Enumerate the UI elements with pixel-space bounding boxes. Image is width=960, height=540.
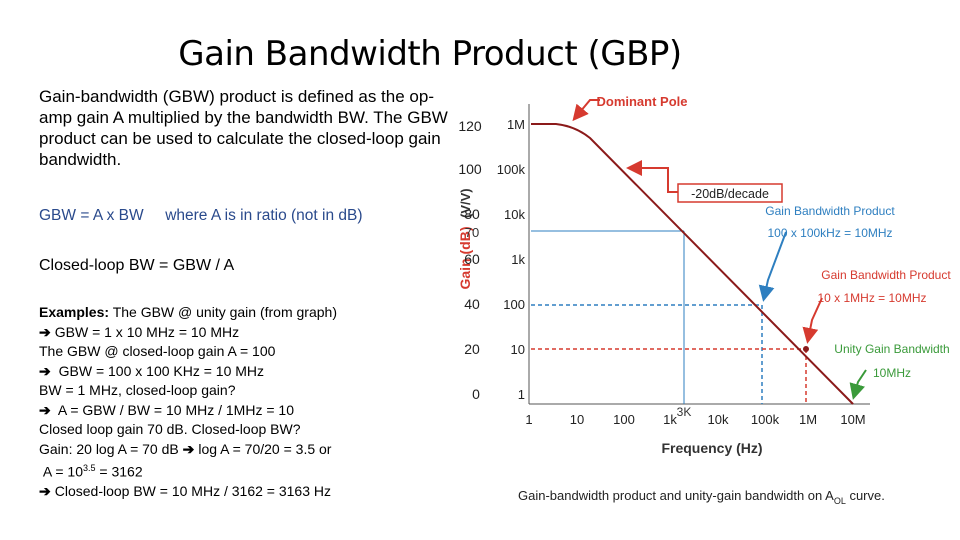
freq-tick: 1M — [799, 412, 817, 427]
vv-tick: 10 — [511, 342, 525, 357]
y-axis-label: Gain (dB) — [457, 227, 473, 290]
annotation-gbp1-value: 100 x 100kHz = 10MHz — [767, 226, 892, 240]
gbw-note: where A is in ratio (not in dB) — [165, 207, 363, 224]
examples-block: Examples: The GBW @ unity gain (from gra… — [39, 303, 459, 502]
y-axis-label-vv: (V/V) — [458, 188, 473, 218]
example-line-10: ➔ Closed-loop BW = 10 MHz / 3162 = 3163 H… — [39, 482, 459, 502]
example-line-5: BW = 1 MHz, closed-loop gain? — [39, 382, 236, 398]
example-text: A = GBW / BW = 10 MHz / 1MHz = 10 — [57, 401, 294, 418]
db-tick: 100 — [458, 161, 482, 177]
example-line-4: ➔ GBW = 100 x 100 KHz = 10 MHz — [39, 362, 459, 382]
example-line-9: A = 103.5 = 3162 — [39, 459, 459, 482]
annotation-unity-value: 10MHz — [873, 366, 911, 380]
freq-tick: 1 — [525, 412, 532, 427]
example-line-2: ➔ GBW = 1 x 10 MHz = 10 MHz — [39, 323, 459, 343]
freq-tick: 10M — [840, 412, 865, 427]
unity-arrow — [849, 369, 867, 400]
arrow-icon: ➔ — [39, 483, 51, 500]
example-text: = 3162 — [99, 463, 143, 480]
vv-tick: 1M — [507, 117, 525, 132]
freq-tick: 1k — [663, 412, 677, 427]
freq-tick: 10 — [570, 412, 584, 427]
x-axis-label: Frequency (Hz) — [661, 440, 762, 456]
freq-tick: 10k — [708, 412, 729, 427]
closed-loop-formula: Closed-loop BW = GBW / A — [39, 257, 235, 274]
vv-tick: 1k — [511, 252, 525, 267]
annotation-unity-title: Unity Gain Bandwidth — [834, 342, 949, 356]
db-tick: 80 — [464, 206, 480, 222]
marker-3k: 3K — [677, 405, 692, 419]
annotation-dominant-pole: Dominant Pole — [596, 94, 687, 109]
example-line-8: Gain: 20 log A = 70 dB ➔ log A = 70/20 = … — [39, 440, 459, 460]
db-tick: 0 — [472, 386, 480, 402]
example-text: log A = 70/20 = 3.5 or — [198, 440, 332, 457]
arrow-icon: ➔ — [39, 323, 51, 340]
dominant-pole-arrow — [572, 99, 600, 122]
arrow-icon: ➔ — [39, 401, 51, 418]
arrow-icon: ➔ — [39, 362, 51, 379]
example-text: Gain: 20 log A = 70 dB — [39, 440, 179, 457]
example-line-6: ➔ A = GBW / BW = 10 MHz / 1MHz = 10 — [39, 401, 459, 421]
example-text: GBW = 100 x 100 KHz = 10 MHz — [58, 362, 265, 379]
figure-caption: Gain-bandwidth product and unity-gain ba… — [518, 488, 885, 506]
example-line-1: Examples: The GBW @ unity gain (from gra… — [39, 303, 459, 323]
db-tick: 60 — [464, 251, 480, 267]
gbw-formula-row: GBW = A x BW where A is in ratio (not in… — [39, 207, 363, 225]
caption-end: curve. — [846, 488, 885, 503]
db-tick: 20 — [464, 341, 480, 357]
slope-arrow — [626, 160, 678, 193]
db-tick: 40 — [464, 296, 480, 312]
annotation-gbp2-title: Gain Bandwidth Product — [821, 268, 951, 282]
vv-tick: 1 — [518, 387, 525, 402]
freq-tick: 100k — [751, 412, 780, 427]
gbp-point — [803, 346, 809, 352]
exponent: 3.5 — [82, 463, 96, 473]
annotation-gbp2-value: 10 x 1MHz = 10MHz — [817, 291, 926, 305]
example-text: A = 10 — [42, 463, 83, 480]
gbp2-arrow — [802, 297, 823, 344]
vv-tick: 10k — [504, 207, 525, 222]
gbw-formula: GBW = A x BW — [39, 207, 144, 224]
caption-subscript: OL — [834, 496, 846, 506]
db-tick: 120 — [458, 118, 482, 134]
example-line-3: The GBW @ closed-loop gain A = 100 — [39, 343, 276, 359]
gbp1-arrow — [758, 231, 787, 302]
example-text: Closed-loop BW = 10 MHz / 3162 = 3163 Hz — [54, 483, 331, 500]
example-line-7: Closed loop gain 70 dB. Closed-loop BW? — [39, 421, 301, 437]
freq-tick: 100 — [613, 412, 635, 427]
vv-tick: 100 — [503, 297, 525, 312]
example-text: GBW = 1 x 10 MHz = 10 MHz — [54, 323, 240, 340]
open-loop-gain-curve — [531, 123, 854, 405]
arrow-icon: ➔ — [182, 440, 195, 457]
caption-text: Gain-bandwidth product and unity-gain ba… — [518, 488, 834, 503]
intro-paragraph: Gain-bandwidth (GBW) product is defined … — [39, 87, 448, 169]
examples-label: Examples: — [39, 304, 110, 320]
example-text: The GBW @ unity gain (from graph) — [112, 304, 337, 320]
marker-70: 70 — [465, 225, 479, 240]
vv-tick: 100k — [497, 162, 526, 177]
annotation-gbp1-title: Gain Bandwidth Product — [765, 204, 895, 218]
page-title: Gain Bandwidth Product (GBP) — [178, 34, 682, 74]
annotation-slope: -20dB/decade — [691, 187, 769, 201]
